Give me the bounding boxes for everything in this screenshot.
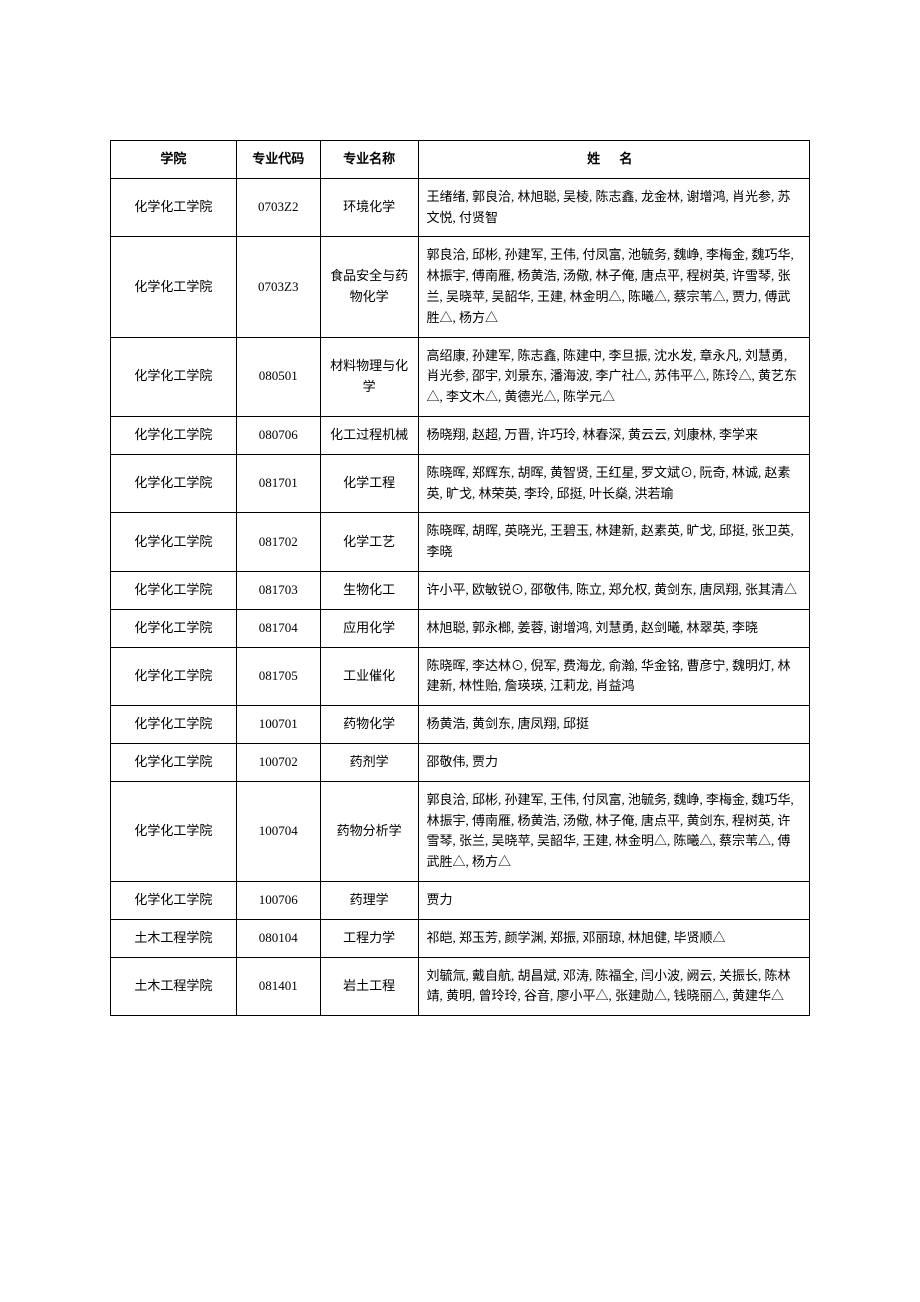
cell-major: 药剂学 bbox=[320, 743, 418, 781]
cell-major: 化学工程 bbox=[320, 454, 418, 513]
header-code: 专业代码 bbox=[236, 141, 320, 179]
header-college: 学院 bbox=[111, 141, 237, 179]
table-row: 化学化工学院081701化学工程陈晓晖, 郑辉东, 胡晖, 黄智贤, 王红星, … bbox=[111, 454, 810, 513]
header-names: 姓 名 bbox=[418, 141, 809, 179]
table-row: 化学化工学院0703Z2环境化学王绪绪, 郭良洽, 林旭聪, 吴棱, 陈志鑫, … bbox=[111, 178, 810, 237]
cell-college: 化学化工学院 bbox=[111, 781, 237, 881]
cell-names: 郭良洽, 邱彬, 孙建军, 王伟, 付凤富, 池毓务, 魏峥, 李梅金, 魏巧华… bbox=[418, 237, 809, 337]
table-row: 土木工程学院081401岩土工程刘毓氚, 戴自航, 胡昌斌, 邓涛, 陈福全, … bbox=[111, 957, 810, 1016]
cell-college: 化学化工学院 bbox=[111, 609, 237, 647]
cell-major: 药物分析学 bbox=[320, 781, 418, 881]
cell-code: 081705 bbox=[236, 647, 320, 706]
header-major: 专业名称 bbox=[320, 141, 418, 179]
cell-names: 郭良洽, 邱彬, 孙建军, 王伟, 付凤富, 池毓务, 魏峥, 李梅金, 魏巧华… bbox=[418, 781, 809, 881]
table-row: 化学化工学院080706化工过程机械杨晓翔, 赵超, 万晋, 许巧玲, 林春深,… bbox=[111, 416, 810, 454]
cell-college: 化学化工学院 bbox=[111, 513, 237, 572]
cell-college: 土木工程学院 bbox=[111, 957, 237, 1016]
cell-major: 环境化学 bbox=[320, 178, 418, 237]
cell-code: 080501 bbox=[236, 337, 320, 416]
cell-major: 工程力学 bbox=[320, 919, 418, 957]
cell-names: 高绍康, 孙建军, 陈志鑫, 陈建中, 李旦振, 沈水发, 章永凡, 刘慧勇, … bbox=[418, 337, 809, 416]
cell-names: 陈晓晖, 胡晖, 英晓光, 王碧玉, 林建新, 赵素英, 旷戈, 邱挺, 张卫英… bbox=[418, 513, 809, 572]
cell-major: 生物化工 bbox=[320, 571, 418, 609]
cell-names: 杨黄浩, 黄剑东, 唐凤翔, 邱挺 bbox=[418, 706, 809, 744]
cell-college: 化学化工学院 bbox=[111, 178, 237, 237]
cell-names: 刘毓氚, 戴自航, 胡昌斌, 邓涛, 陈福全, 闫小波, 阙云, 关振长, 陈林… bbox=[418, 957, 809, 1016]
table-row: 化学化工学院100706药理学贾力 bbox=[111, 881, 810, 919]
cell-college: 土木工程学院 bbox=[111, 919, 237, 957]
cell-code: 0703Z2 bbox=[236, 178, 320, 237]
cell-college: 化学化工学院 bbox=[111, 337, 237, 416]
cell-college: 化学化工学院 bbox=[111, 647, 237, 706]
table-row: 化学化工学院081705工业催化陈晓晖, 李达林⊙, 倪军, 费海龙, 俞瀚, … bbox=[111, 647, 810, 706]
cell-college: 化学化工学院 bbox=[111, 571, 237, 609]
cell-code: 100701 bbox=[236, 706, 320, 744]
table-row: 化学化工学院0703Z3食品安全与药物化学郭良洽, 邱彬, 孙建军, 王伟, 付… bbox=[111, 237, 810, 337]
cell-names: 祁皑, 郑玉芳, 颜学渊, 郑振, 邓丽琼, 林旭健, 毕贤顺△ bbox=[418, 919, 809, 957]
cell-code: 100706 bbox=[236, 881, 320, 919]
cell-names: 贾力 bbox=[418, 881, 809, 919]
cell-major: 食品安全与药物化学 bbox=[320, 237, 418, 337]
cell-college: 化学化工学院 bbox=[111, 743, 237, 781]
cell-major: 应用化学 bbox=[320, 609, 418, 647]
supervisor-table: 学院 专业代码 专业名称 姓 名 化学化工学院0703Z2环境化学王绪绪, 郭良… bbox=[110, 140, 810, 1016]
cell-major: 岩土工程 bbox=[320, 957, 418, 1016]
table-body: 化学化工学院0703Z2环境化学王绪绪, 郭良洽, 林旭聪, 吴棱, 陈志鑫, … bbox=[111, 178, 810, 1015]
cell-college: 化学化工学院 bbox=[111, 237, 237, 337]
table-row: 土木工程学院080104工程力学祁皑, 郑玉芳, 颜学渊, 郑振, 邓丽琼, 林… bbox=[111, 919, 810, 957]
table-row: 化学化工学院081704应用化学林旭聪, 郭永榔, 姜蓉, 谢增鸿, 刘慧勇, … bbox=[111, 609, 810, 647]
cell-code: 081702 bbox=[236, 513, 320, 572]
cell-college: 化学化工学院 bbox=[111, 706, 237, 744]
cell-code: 081401 bbox=[236, 957, 320, 1016]
cell-names: 陈晓晖, 郑辉东, 胡晖, 黄智贤, 王红星, 罗文斌⊙, 阮奇, 林诚, 赵素… bbox=[418, 454, 809, 513]
cell-names: 林旭聪, 郭永榔, 姜蓉, 谢增鸿, 刘慧勇, 赵剑曦, 林翠英, 李晓 bbox=[418, 609, 809, 647]
cell-code: 081704 bbox=[236, 609, 320, 647]
cell-code: 081703 bbox=[236, 571, 320, 609]
cell-names: 邵敬伟, 贾力 bbox=[418, 743, 809, 781]
table-row: 化学化工学院080501材料物理与化学高绍康, 孙建军, 陈志鑫, 陈建中, 李… bbox=[111, 337, 810, 416]
cell-names: 王绪绪, 郭良洽, 林旭聪, 吴棱, 陈志鑫, 龙金林, 谢增鸿, 肖光参, 苏… bbox=[418, 178, 809, 237]
table-row: 化学化工学院100702药剂学邵敬伟, 贾力 bbox=[111, 743, 810, 781]
cell-major: 药理学 bbox=[320, 881, 418, 919]
cell-code: 080104 bbox=[236, 919, 320, 957]
table-row: 化学化工学院081703生物化工许小平, 欧敏锐⊙, 邵敬伟, 陈立, 郑允权,… bbox=[111, 571, 810, 609]
table-row: 化学化工学院100704药物分析学郭良洽, 邱彬, 孙建军, 王伟, 付凤富, … bbox=[111, 781, 810, 881]
cell-code: 081701 bbox=[236, 454, 320, 513]
cell-code: 100702 bbox=[236, 743, 320, 781]
cell-names: 陈晓晖, 李达林⊙, 倪军, 费海龙, 俞瀚, 华金铭, 曹彦宁, 魏明灯, 林… bbox=[418, 647, 809, 706]
cell-names: 杨晓翔, 赵超, 万晋, 许巧玲, 林春深, 黄云云, 刘康林, 李学来 bbox=[418, 416, 809, 454]
cell-code: 080706 bbox=[236, 416, 320, 454]
cell-code: 0703Z3 bbox=[236, 237, 320, 337]
cell-college: 化学化工学院 bbox=[111, 454, 237, 513]
cell-code: 100704 bbox=[236, 781, 320, 881]
table-header-row: 学院 专业代码 专业名称 姓 名 bbox=[111, 141, 810, 179]
cell-college: 化学化工学院 bbox=[111, 881, 237, 919]
table-row: 化学化工学院100701药物化学杨黄浩, 黄剑东, 唐凤翔, 邱挺 bbox=[111, 706, 810, 744]
cell-major: 材料物理与化学 bbox=[320, 337, 418, 416]
cell-major: 工业催化 bbox=[320, 647, 418, 706]
table-row: 化学化工学院081702化学工艺陈晓晖, 胡晖, 英晓光, 王碧玉, 林建新, … bbox=[111, 513, 810, 572]
cell-college: 化学化工学院 bbox=[111, 416, 237, 454]
cell-major: 化学工艺 bbox=[320, 513, 418, 572]
cell-names: 许小平, 欧敏锐⊙, 邵敬伟, 陈立, 郑允权, 黄剑东, 唐凤翔, 张其清△ bbox=[418, 571, 809, 609]
cell-major: 药物化学 bbox=[320, 706, 418, 744]
cell-major: 化工过程机械 bbox=[320, 416, 418, 454]
